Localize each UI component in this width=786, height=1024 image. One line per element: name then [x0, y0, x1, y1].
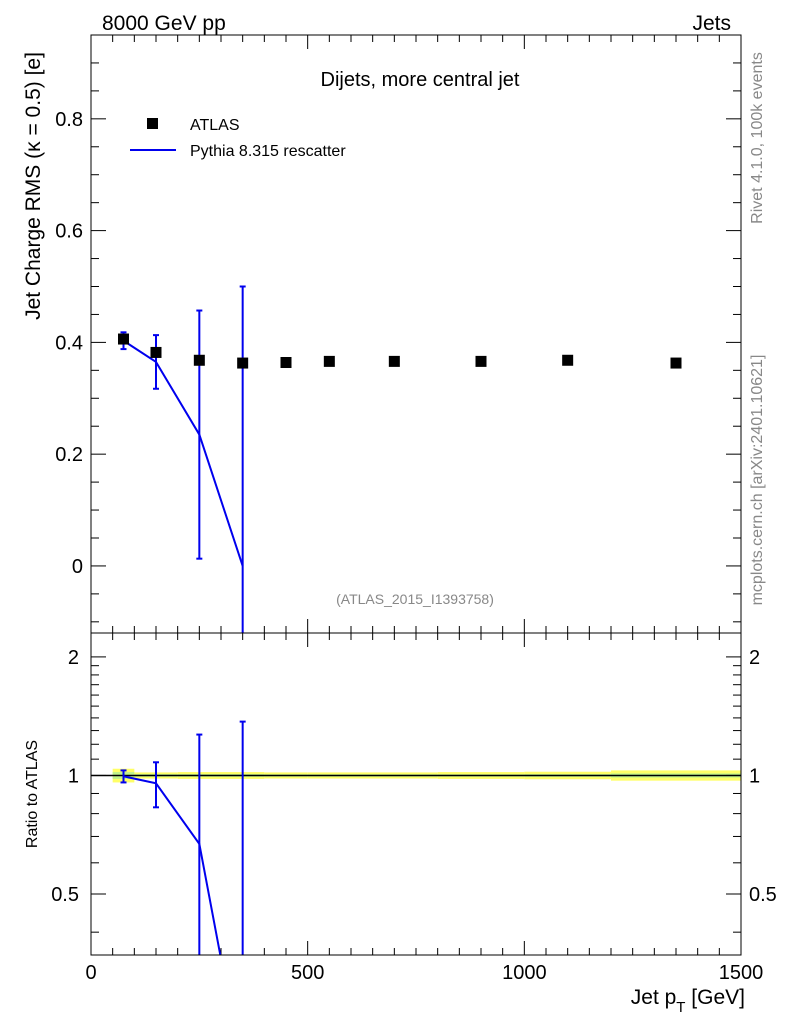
ratio-y-tick-label-right: 0.5	[749, 884, 777, 906]
atlas-data-point	[670, 357, 682, 369]
category-label: Jets	[692, 12, 731, 35]
x-tick-label: 1000	[502, 962, 547, 984]
x-tick-label: 0	[85, 962, 96, 984]
ratio-y-tick-label-left: 1	[68, 765, 79, 787]
analysis-id: (ATLAS_2015_I1393758)	[336, 591, 494, 607]
main-y-tick-label: 0.2	[55, 444, 83, 466]
atlas-data-point	[150, 346, 162, 358]
legend: ATLAS Pythia 8.315 rescatter	[130, 117, 346, 160]
ratio-axis-ticks	[90, 633, 742, 955]
atlas-data-point	[562, 354, 574, 366]
mcplots-label: mcplots.cern.ch [arXiv:2401.10621]	[749, 355, 766, 606]
main-axis-ticks	[90, 35, 742, 633]
atlas-data-point	[118, 333, 129, 345]
ratio-frame	[90, 632, 742, 956]
main-frame	[90, 34, 742, 634]
main-y-axis-label: Jet Charge RMS (κ = 0.5) [e]	[22, 52, 45, 320]
atlas-data-point	[237, 357, 249, 369]
ratio-y-tick-label-left: 2	[68, 647, 79, 669]
main-y-tick-label: 0	[72, 556, 83, 578]
rivet-label: Rivet 4.1.0, 100k events	[749, 52, 766, 224]
x-tick-label: 1500	[719, 962, 764, 984]
ratio-y-tick-label-right: 1	[749, 765, 760, 787]
atlas-data-point	[193, 354, 205, 366]
plot-title: Dijets, more central jet	[321, 69, 520, 91]
x-axis-label: Jet pT [GeV]	[631, 986, 745, 1016]
ratio-series-layer	[120, 720, 246, 955]
ratio-y-tick-label-left: 0.5	[51, 884, 79, 906]
ratio-tick-labels: 0.5 0.5 1 1 2 2 0 500 1000 1500	[51, 647, 777, 984]
ratio-y-tick-label-right: 2	[749, 647, 760, 669]
main-y-tick-label: 0.4	[55, 332, 83, 354]
main-series-layer	[118, 285, 682, 633]
main-tick-labels: 0 0.2 0.4 0.6 0.8	[55, 109, 83, 578]
atlas-data-point	[475, 355, 487, 367]
ratio-pythia-line	[123, 775, 222, 955]
atlas-data-point	[323, 355, 335, 367]
ratio-y-axis-label: Ratio to ATLAS	[24, 740, 41, 848]
main-y-tick-label: 0.6	[55, 221, 83, 243]
ratio-uncertainty-band	[91, 768, 741, 783]
atlas-data-point	[280, 357, 292, 369]
atlas-data-point	[388, 355, 400, 367]
legend-pythia-label: Pythia 8.315 rescatter	[190, 143, 346, 160]
legend-atlas-label: ATLAS	[190, 117, 240, 134]
main-y-tick-label: 0.8	[55, 109, 83, 131]
ratio-panel: 0.5 0.5 1 1 2 2 0 500 1000 1500 Ratio to ATLAS	[24, 632, 777, 984]
x-tick-label: 500	[291, 962, 324, 984]
pythia-line	[122, 339, 244, 567]
main-panel: 0 0.2 0.4 0.6 0.8 Dijets, more central jet (…	[22, 34, 742, 634]
energy-label: 8000 GeV pp	[102, 12, 226, 35]
legend-atlas-marker	[147, 118, 158, 129]
